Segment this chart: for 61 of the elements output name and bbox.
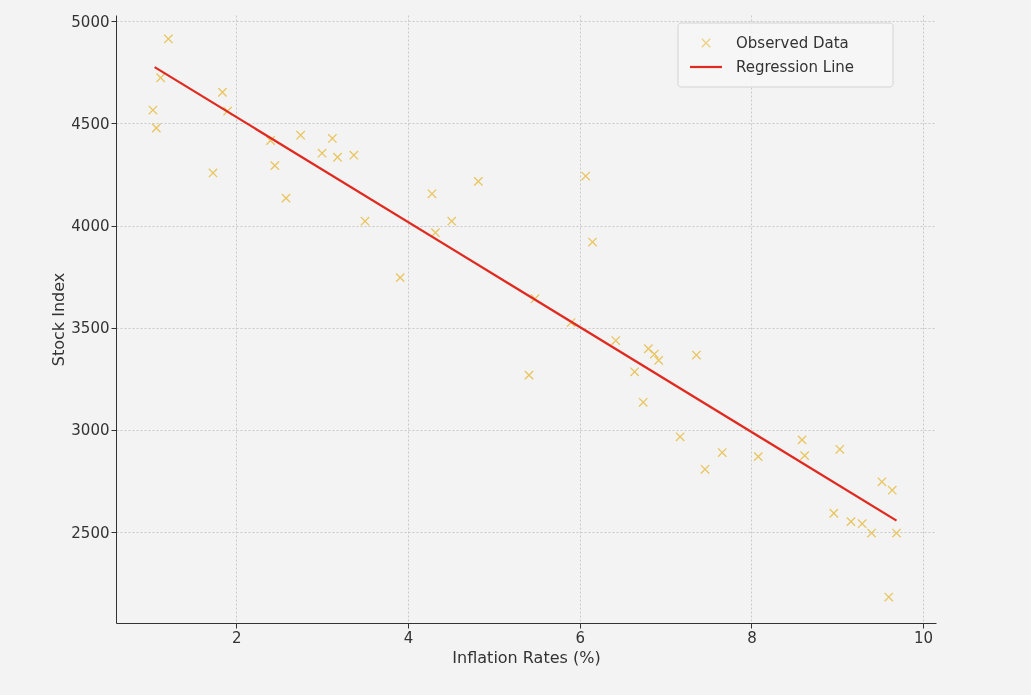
- x-tick-label: 2: [231, 628, 242, 647]
- x-tick-label: 6: [575, 628, 585, 647]
- point: [430, 227, 441, 238]
- y-tick-label: 2500: [71, 523, 110, 542]
- point: [395, 272, 406, 283]
- point: [797, 435, 807, 445]
- point: [643, 343, 654, 354]
- point: [360, 216, 370, 227]
- x-tick-label: 8: [747, 628, 757, 647]
- y-axis-title: Stock Index: [49, 272, 69, 367]
- point: [317, 148, 327, 158]
- legend-label: Observed Data: [736, 34, 849, 52]
- point: [217, 87, 228, 98]
- y-tick-label: 3500: [71, 319, 110, 338]
- point: [846, 516, 856, 527]
- y-tick-label: 4000: [71, 217, 110, 235]
- point: [163, 34, 174, 44]
- point: [883, 592, 894, 602]
- point: [446, 216, 457, 227]
- point: [653, 355, 664, 366]
- point: [580, 171, 591, 181]
- point: [649, 349, 660, 359]
- point: [281, 193, 291, 203]
- point: [332, 152, 343, 163]
- y-tick-label: 5000: [71, 12, 110, 31]
- point: [270, 160, 280, 171]
- point: [700, 464, 710, 475]
- point: [327, 133, 338, 144]
- point: [828, 508, 839, 519]
- point: [524, 370, 534, 380]
- point: [799, 450, 810, 461]
- point: [857, 518, 867, 529]
- point: [222, 106, 233, 116]
- point: [753, 451, 764, 462]
- point: [427, 188, 437, 199]
- x-tick-label: 10: [914, 628, 934, 647]
- point: [877, 476, 887, 487]
- y-tick-label: 4500: [71, 114, 110, 133]
- point: [155, 72, 166, 83]
- point: [691, 350, 702, 360]
- x-axis-title: Inflation Rates (%): [452, 647, 601, 667]
- legend-label: Regression Line: [736, 58, 855, 76]
- point: [638, 397, 649, 408]
- point: [675, 431, 685, 442]
- point: [473, 176, 484, 187]
- point: [208, 168, 218, 178]
- point: [295, 130, 306, 140]
- point: [265, 135, 276, 146]
- point: [629, 367, 640, 377]
- point: [717, 447, 728, 458]
- point: [587, 237, 598, 247]
- x-tick-label: 4: [403, 628, 414, 647]
- point: [887, 485, 898, 495]
- y-tick-label: 3000: [71, 421, 110, 440]
- point: [610, 335, 621, 346]
- point: [891, 528, 902, 538]
- point: [148, 105, 158, 115]
- point: [151, 123, 162, 133]
- point: [866, 528, 877, 538]
- point: [349, 150, 359, 161]
- point: [835, 444, 845, 455]
